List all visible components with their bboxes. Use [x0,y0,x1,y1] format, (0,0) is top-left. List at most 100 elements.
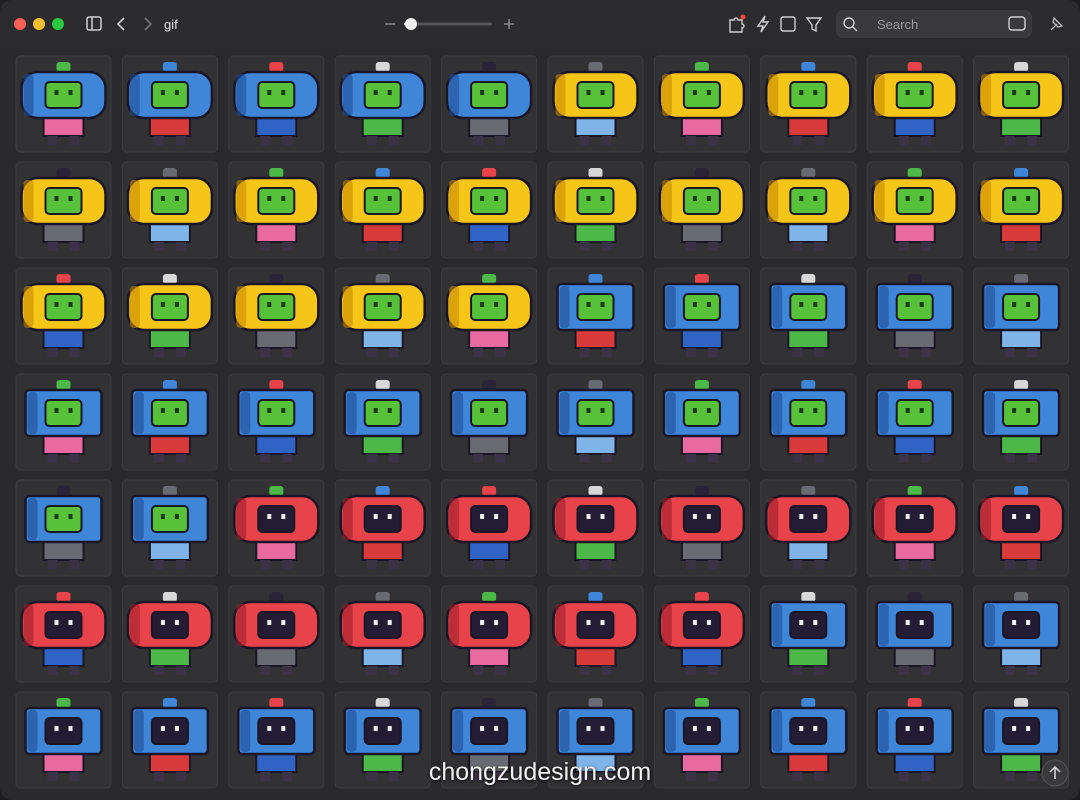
sprite-screen [44,717,83,745]
sprite-leg [260,136,271,145]
sprite-head-shade [559,286,570,328]
sprite-leg [814,454,825,463]
sprite-eye [600,196,605,201]
sprite-leg [388,560,399,569]
close-button[interactable] [14,18,26,30]
sprite-screen [895,505,934,533]
sprite-eye [905,514,910,519]
sprite-head-shade [346,710,357,752]
sprite-head-shade [665,286,676,328]
sprite-screen [470,505,509,533]
zoom-button[interactable] [52,18,64,30]
quick-actions-button[interactable] [756,15,770,33]
sprite-eye [1026,302,1031,307]
sprite-eye [706,302,711,307]
view-button[interactable] [780,16,796,32]
sprite-eye [813,514,818,519]
sprite-accessory [907,274,922,284]
sprite-head-shade [559,710,570,752]
sprite-head-shade [346,392,357,434]
sprite-leg [920,666,931,675]
sprite-head-shade [449,74,460,116]
sprite-screen [682,505,721,533]
sprite-leg [814,666,825,675]
sprite-eye [813,408,818,413]
sprite-eye [480,408,485,413]
sprite-accessory [801,486,816,496]
sprite-accessory [56,274,71,284]
sprite-screen [257,293,296,321]
sprite-leg [175,560,186,569]
visual-search-button[interactable] [1008,16,1026,31]
back-button[interactable] [116,17,125,31]
sprite-screen [150,293,189,321]
sprite-leg [153,666,164,675]
sprite-leg [579,242,590,251]
sprite-eye [919,408,924,413]
sprite-accessory [588,486,603,496]
sprite-head-shade [236,604,247,646]
sprite-head-shade [665,710,676,752]
search-field[interactable] [836,10,1032,38]
sprite-accessory [482,592,497,602]
sprite-head-shade [453,392,464,434]
sprite-eye [494,620,499,625]
sprite-head-shade [129,74,140,116]
sprite-head-shade [236,286,247,328]
sprite-leg [69,560,80,569]
sprite-eye [480,196,485,201]
filter-button[interactable] [805,17,823,33]
sprite-eye [600,726,605,731]
sprite-accessory [801,62,816,72]
sprite-leg [282,560,293,569]
sprite-leg [47,454,58,463]
sprite-leg [1027,242,1038,251]
sprite-eye [160,196,165,201]
sprite-eye [174,302,179,307]
zoom-in[interactable] [504,19,514,29]
pin-button[interactable] [1050,16,1064,31]
sprite-leg [898,772,909,781]
sprite-eye [706,90,711,95]
sprite-eye [600,90,605,95]
slider-knob[interactable] [405,18,417,30]
sprite-leg [685,242,696,251]
sprite-screen [576,717,615,745]
sprite-eye [174,90,179,95]
sprite-leg [153,772,164,781]
sprite-eye [905,620,910,625]
sprite-leg [260,242,271,251]
sprite-leg [1005,348,1016,357]
sprite-head-shade [27,710,38,752]
sprite-leg [495,454,506,463]
sidebar-toggle[interactable] [86,16,102,31]
sprite-leg [495,772,506,781]
size-slider[interactable] [404,22,492,26]
minimize-button[interactable] [33,18,45,30]
sprite-head-shade [23,180,34,222]
sprite-accessory [269,592,284,602]
search-placeholder: Search [877,17,918,32]
sprite-leg [69,454,80,463]
forward-button[interactable] [144,17,153,31]
sprite-accessory [907,592,922,602]
sprite-leg [920,560,931,569]
sprite-eye [1026,726,1031,731]
sprite-eye [494,408,499,413]
sprite-eye [160,514,165,519]
sprite-head-shade [23,286,34,328]
sprite-accessory [375,698,390,708]
sprite-head-shade [878,286,889,328]
sprite-screen [363,505,402,533]
sprite-eye [919,620,924,625]
sprite-leg [366,772,377,781]
extensions-button[interactable] [729,17,745,33]
sprite-head-shade [878,392,889,434]
scroll-top-button[interactable] [1041,759,1069,787]
sprite-eye [706,620,711,625]
sprite-leg [601,772,612,781]
sprite-screen [576,399,615,427]
sprite-screen [789,187,828,215]
sprite-eye [267,408,272,413]
sprite-leg [47,560,58,569]
